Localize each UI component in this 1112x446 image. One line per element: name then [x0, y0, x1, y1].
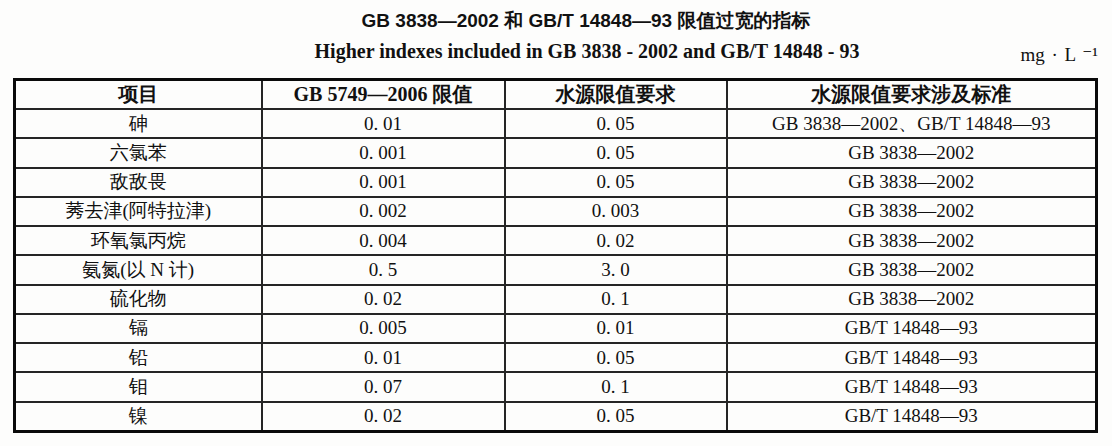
cell-gb5749-2006-limit: 0. 002: [262, 197, 505, 226]
cell-item: 镉: [15, 314, 262, 343]
cell-item: 钼: [15, 372, 262, 401]
cell-source-limit-requirement: 0. 02: [505, 226, 727, 255]
cell-gb5749-2006-limit: 0. 07: [262, 372, 505, 401]
cell-gb5749-2006-limit: 0. 02: [262, 285, 505, 314]
cell-source-limit-requirement: 0. 05: [505, 402, 727, 432]
cell-item: 硫化物: [15, 285, 262, 314]
table-row: 氨氮(以 N 计)0. 53. 0GB 3838—2002: [15, 255, 1097, 284]
table-row: 硫化物0. 020. 1GB 3838—2002: [15, 285, 1097, 314]
cell-source-limit-standards: GB/T 14848—93: [727, 402, 1097, 432]
table-body: 砷0. 010. 05GB 3838—2002、GB/T 14848—93六氯苯…: [15, 109, 1097, 432]
cell-source-limit-requirement: 0. 003: [505, 197, 727, 226]
cell-gb5749-2006-limit: 0. 01: [262, 343, 505, 372]
table-row: 镉0. 0050. 01GB/T 14848—93: [15, 314, 1097, 343]
cell-item: 砷: [15, 109, 262, 138]
cell-source-limit-requirement: 0. 05: [505, 343, 727, 372]
cell-source-limit-requirement: 3. 0: [505, 255, 727, 284]
cell-gb5749-2006-limit: 0. 01: [262, 109, 505, 138]
table-row: 镍0. 020. 05GB/T 14848—93: [15, 402, 1097, 432]
cell-gb5749-2006-limit: 0. 02: [262, 402, 505, 432]
column-header-gb5749-2006-limit: GB 5749—2006 限值: [262, 80, 505, 110]
page-title: GB 3838—2002 和 GB/T 14848—93 限值过宽的指标: [30, 8, 1112, 34]
table-row: 敌敌畏0. 0010. 05GB 3838—2002: [15, 168, 1097, 197]
cell-source-limit-requirement: 0. 01: [505, 314, 727, 343]
table-row: 六氯苯0. 0010. 05GB 3838—2002: [15, 138, 1097, 167]
cell-source-limit-requirement: 0. 05: [505, 138, 727, 167]
cell-gb5749-2006-limit: 0. 004: [262, 226, 505, 255]
cell-source-limit-requirement: 0. 1: [505, 285, 727, 314]
column-header-item: 项目: [15, 80, 262, 110]
cell-source-limit-standards: GB 3838—2002、GB/T 14848—93: [727, 109, 1097, 138]
cell-source-limit-standards: GB 3838—2002: [727, 226, 1097, 255]
cell-source-limit-requirement: 0. 05: [505, 109, 727, 138]
limits-table: 项目GB 5749—2006 限值水源限值要求水源限值要求涉及标准 砷0. 01…: [13, 78, 1098, 433]
cell-gb5749-2006-limit: 0. 005: [262, 314, 505, 343]
cell-item: 莠去津(阿特拉津): [15, 197, 262, 226]
table-row: 莠去津(阿特拉津)0. 0020. 003GB 3838—2002: [15, 197, 1097, 226]
cell-source-limit-standards: GB 3838—2002: [727, 285, 1097, 314]
cell-item: 铅: [15, 343, 262, 372]
page-subtitle: Higher indexes included in GB 3838 - 200…: [31, 40, 1112, 63]
table-row: 铅0. 010. 05GB/T 14848—93: [15, 343, 1097, 372]
cell-item: 环氧氯丙烷: [15, 226, 262, 255]
cell-item: 氨氮(以 N 计): [15, 255, 262, 284]
table-row: 砷0. 010. 05GB 3838—2002、GB/T 14848—93: [15, 109, 1097, 138]
column-header-source-limit-standards: 水源限值要求涉及标准: [727, 80, 1097, 110]
cell-gb5749-2006-limit: 0. 001: [262, 138, 505, 167]
cell-source-limit-standards: GB 3838—2002: [727, 255, 1097, 284]
table-row: 钼0. 070. 1GB/T 14848—93: [15, 372, 1097, 401]
cell-source-limit-requirement: 0. 05: [505, 168, 727, 197]
cell-source-limit-standards: GB/T 14848—93: [727, 372, 1097, 401]
table-row: 环氧氯丙烷0. 0040. 02GB 3838—2002: [15, 226, 1097, 255]
column-header-source-limit-requirement: 水源限值要求: [505, 80, 727, 110]
unit-label: mg · L ⁻¹: [1021, 43, 1098, 66]
table-header-row: 项目GB 5749—2006 限值水源限值要求水源限值要求涉及标准: [15, 80, 1097, 110]
cell-source-limit-standards: GB 3838—2002: [727, 197, 1097, 226]
cell-item: 六氯苯: [15, 138, 262, 167]
cell-source-limit-requirement: 0. 1: [505, 372, 727, 401]
cell-gb5749-2006-limit: 0. 001: [262, 168, 505, 197]
cell-item: 镍: [15, 402, 262, 432]
cell-source-limit-standards: GB/T 14848—93: [727, 343, 1097, 372]
cell-gb5749-2006-limit: 0. 5: [262, 255, 505, 284]
cell-item: 敌敌畏: [15, 168, 262, 197]
cell-source-limit-standards: GB 3838—2002: [727, 138, 1097, 167]
cell-source-limit-standards: GB/T 14848—93: [727, 314, 1097, 343]
cell-source-limit-standards: GB 3838—2002: [727, 168, 1097, 197]
